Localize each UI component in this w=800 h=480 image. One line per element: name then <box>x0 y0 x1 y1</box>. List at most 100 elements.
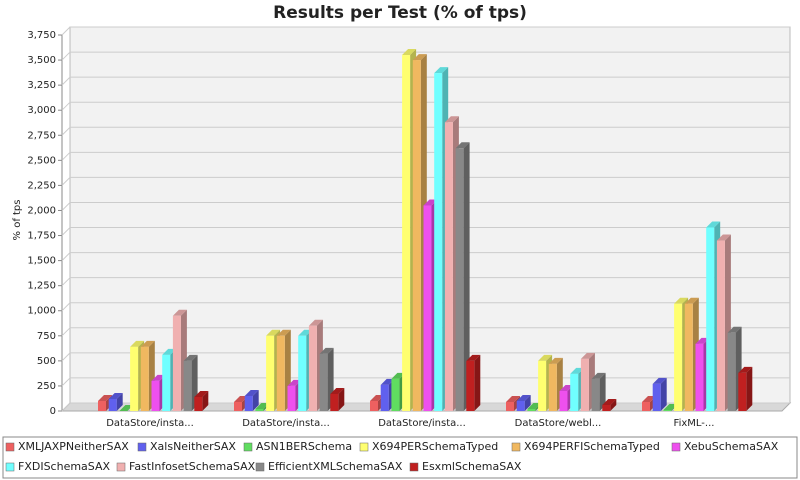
grid-line <box>61 227 71 236</box>
bar-top <box>319 347 334 354</box>
bar-top <box>402 49 417 56</box>
bar-side <box>599 372 606 411</box>
bar-top <box>119 405 134 411</box>
bar-top <box>570 367 585 374</box>
bar <box>674 303 683 411</box>
chart-title: Results per Test (% of tps) <box>273 3 527 23</box>
bar <box>434 73 443 412</box>
bar-top <box>151 374 166 381</box>
bar <box>276 335 285 411</box>
bar <box>738 372 747 411</box>
bar <box>172 315 181 411</box>
y-axis-label: % of tps <box>12 200 23 241</box>
bar <box>516 400 525 411</box>
bar-side <box>746 366 753 411</box>
bar-top <box>506 395 520 402</box>
grid-line <box>61 76 71 86</box>
bar <box>234 401 242 411</box>
x-tick-label: DataStore/webl... <box>515 418 602 429</box>
bar-top <box>538 354 553 361</box>
legend-label: FastInfosetSchemaSAX <box>129 460 256 473</box>
grid-line <box>61 352 71 362</box>
legend-swatch <box>5 442 15 452</box>
bar-top <box>455 142 470 149</box>
y-tick-label: 2,250 <box>27 180 56 191</box>
grid-line <box>61 26 71 36</box>
bar-top <box>527 402 542 409</box>
y-tick-label: 2,000 <box>27 205 56 216</box>
bar <box>380 384 389 411</box>
y-tick-label: 2,750 <box>27 130 56 141</box>
grid-line <box>61 277 71 287</box>
y-tick-label: 3,750 <box>27 30 56 41</box>
bar-top <box>276 329 291 336</box>
bar <box>652 383 661 411</box>
bar-top <box>330 387 345 394</box>
bar-top <box>380 378 395 385</box>
bar <box>455 148 464 411</box>
legend-swatch <box>116 462 126 472</box>
legend-label: ASN1BERSchema <box>256 440 352 453</box>
bar-top <box>652 377 667 384</box>
bar <box>591 378 600 411</box>
grid-line <box>61 151 71 161</box>
x-tick-label: DataStore/insta... <box>378 418 466 429</box>
grid-line <box>61 327 71 337</box>
bar <box>130 346 139 411</box>
bar-top <box>695 337 710 344</box>
bar-top <box>140 340 155 347</box>
bar <box>663 409 672 411</box>
bar <box>548 363 557 411</box>
legend-swatch <box>137 442 147 452</box>
y-tick-label: 3,500 <box>27 55 56 66</box>
y-tick-label: 1,250 <box>27 281 56 292</box>
bar-top <box>674 297 689 304</box>
bar <box>244 395 253 411</box>
bar-top <box>370 394 384 401</box>
bar-top <box>130 340 145 347</box>
y-tick-label: 2,500 <box>27 155 56 166</box>
bar-top <box>183 354 198 361</box>
bar-top <box>738 366 753 373</box>
bar-top <box>287 379 302 386</box>
legend-swatch <box>243 442 253 452</box>
y-tick-label: 1,750 <box>27 231 56 242</box>
bar <box>444 122 453 412</box>
bar <box>151 380 160 411</box>
bar <box>527 408 536 411</box>
bar-side <box>463 142 470 411</box>
y-tick-label: 1,000 <box>27 306 56 317</box>
bar-top <box>466 354 481 361</box>
grid-line <box>61 302 71 312</box>
bar-side <box>116 392 123 411</box>
legend-label: EfficientXMLSchemaSAX <box>268 460 403 473</box>
x-tick-label: DataStore/insta... <box>242 418 330 429</box>
bar <box>391 378 400 411</box>
bar-top <box>706 221 721 228</box>
legend-label: EsxmlSchemaSAX <box>422 460 522 473</box>
x-tick-label: DataStore/insta... <box>106 418 194 429</box>
legend-label: FXDISchemaSAX <box>18 460 111 473</box>
bar <box>98 400 106 411</box>
bar-top <box>98 394 112 401</box>
bar <box>194 396 203 411</box>
bar-side <box>610 398 617 411</box>
legend-label: X694PERSchemaTyped <box>372 440 498 453</box>
bar <box>706 227 715 411</box>
bar-top <box>602 398 617 405</box>
y-tick-label: 3,250 <box>27 80 56 91</box>
bar-top <box>591 372 606 379</box>
y-tick-label: 250 <box>37 381 56 392</box>
legend-swatch <box>255 462 265 472</box>
bar-top <box>412 54 427 61</box>
grid-line <box>61 252 71 261</box>
y-tick-label: 750 <box>37 331 56 342</box>
bar <box>727 332 736 411</box>
bar-top <box>548 357 563 364</box>
bar <box>162 354 171 411</box>
bar-top <box>423 199 438 206</box>
grid-line <box>61 177 71 186</box>
bar-top <box>244 389 259 396</box>
grid-line <box>61 126 71 136</box>
